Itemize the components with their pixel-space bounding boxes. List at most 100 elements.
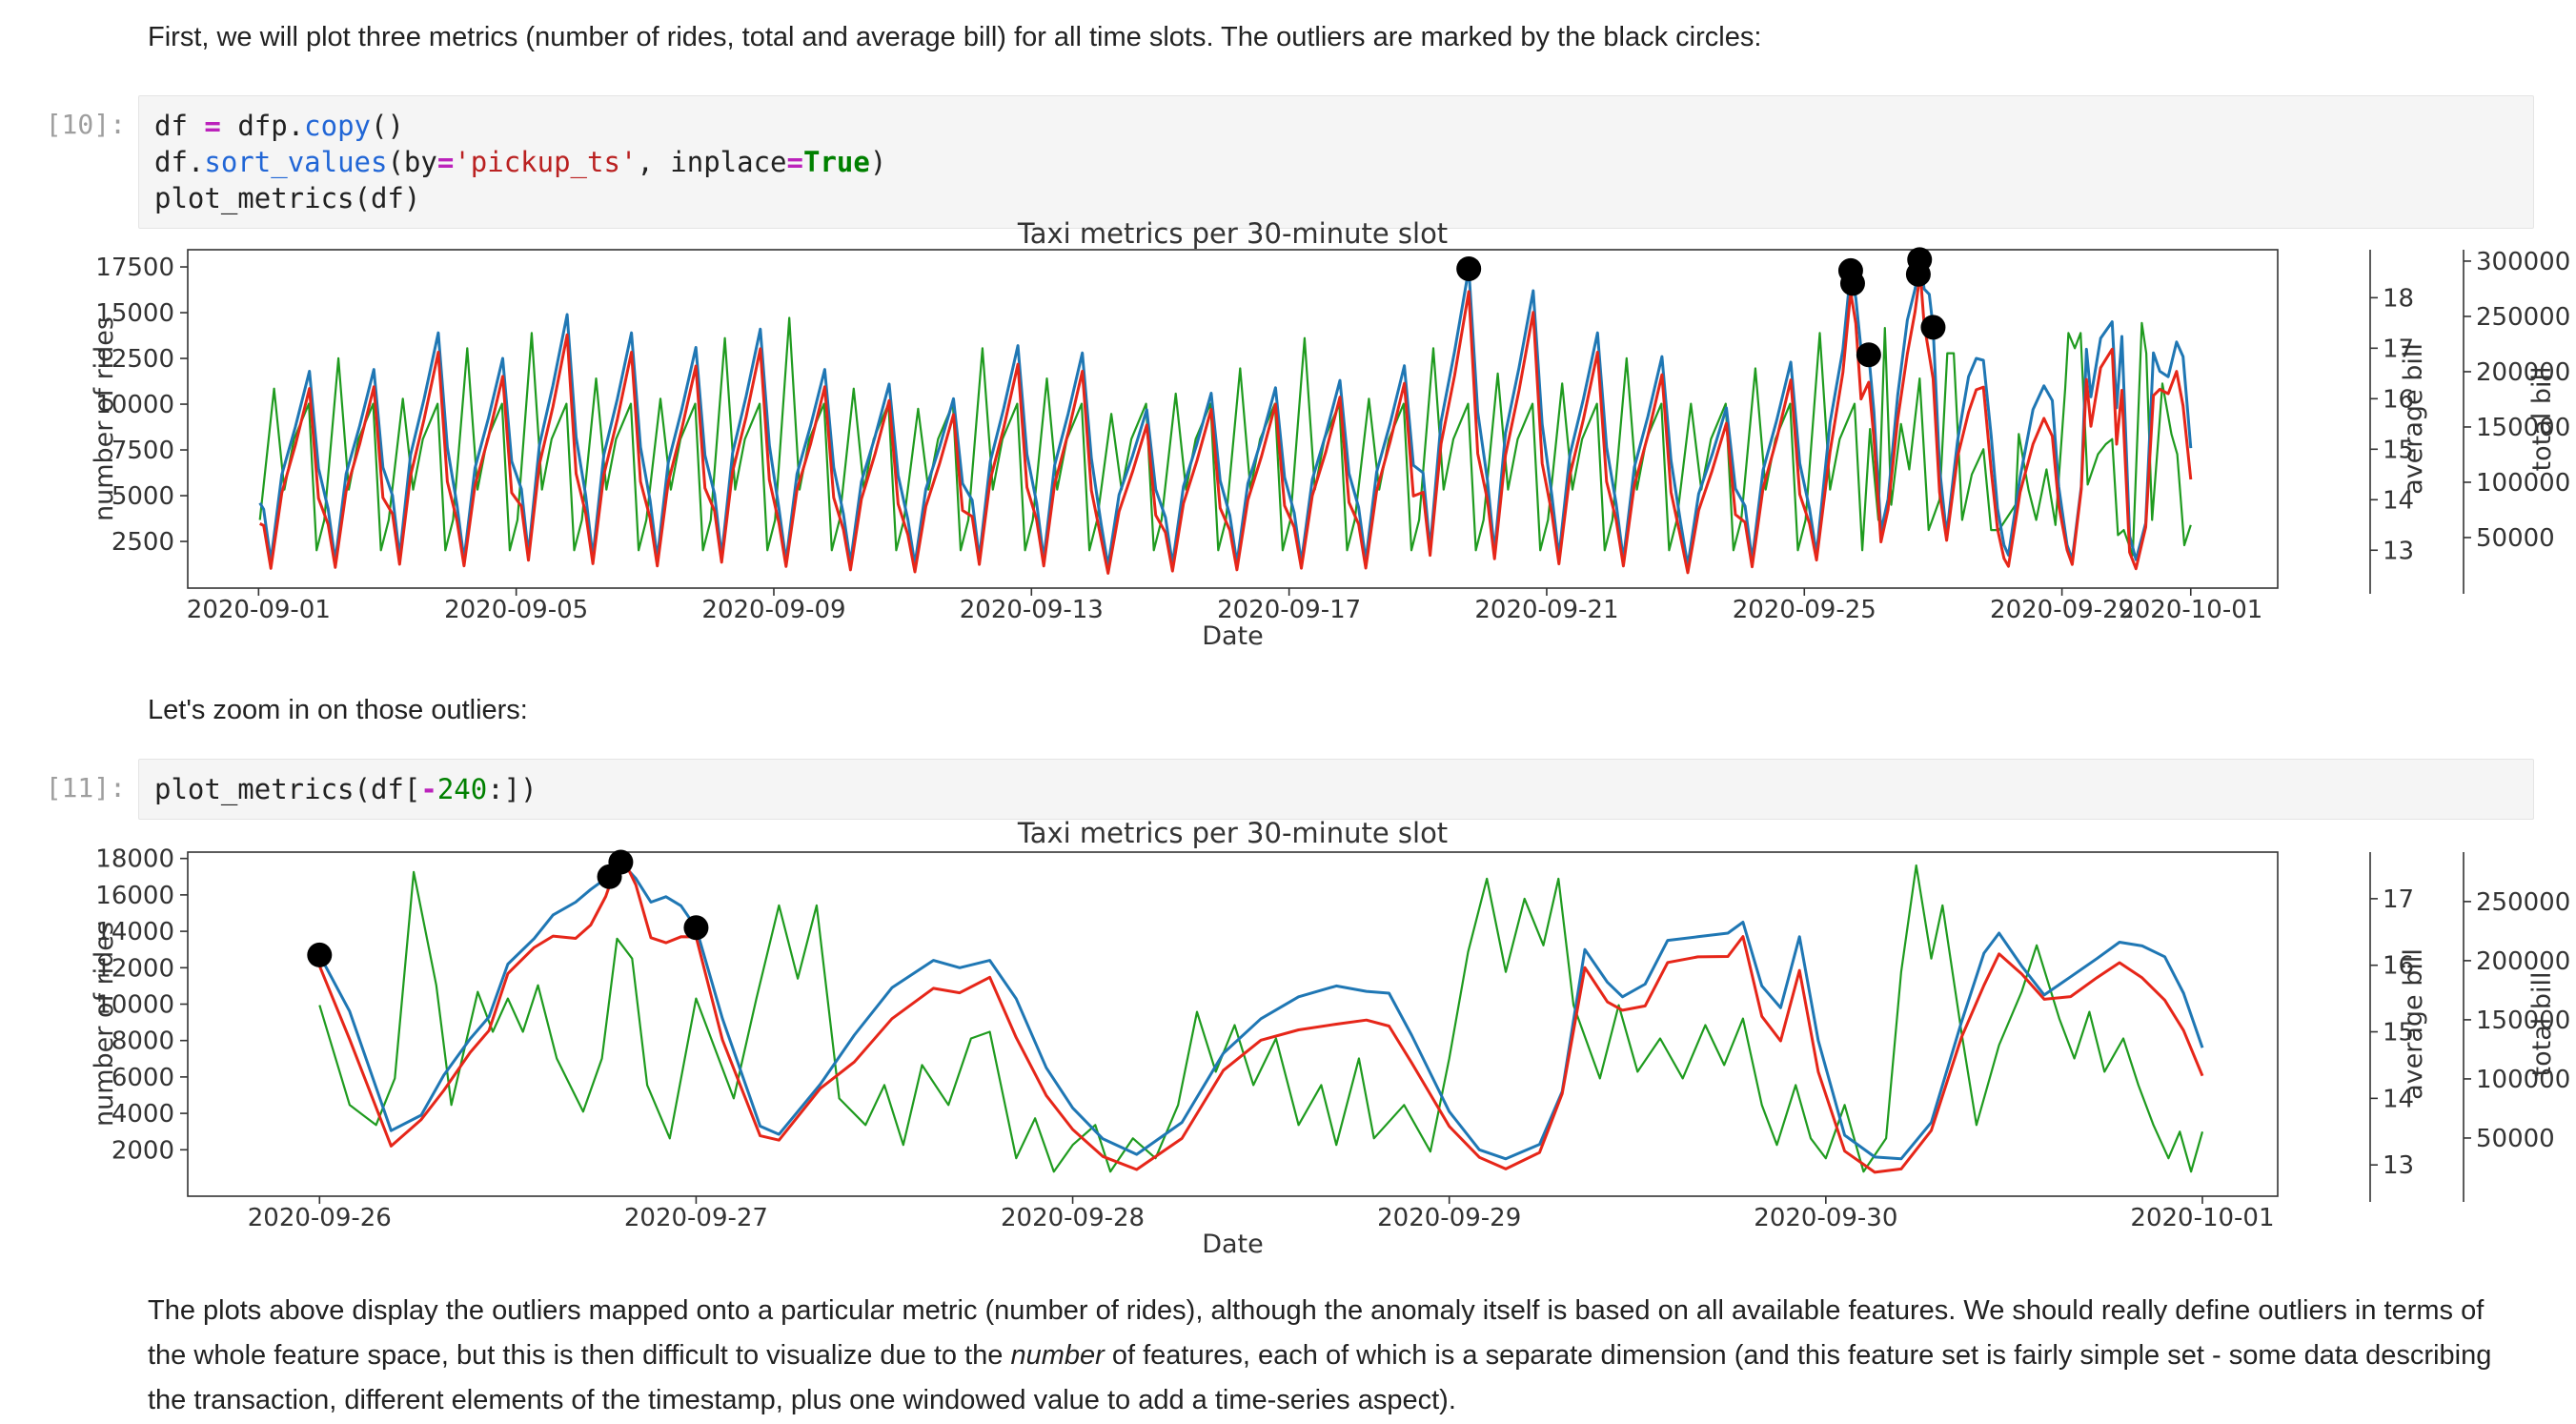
avg-tick-label: 16 — [2383, 385, 2414, 414]
code-token: copy — [304, 110, 372, 142]
code-token: dfp. — [220, 110, 305, 142]
total-tick-label: 50000 — [2476, 524, 2555, 553]
code-cell-11-source[interactable]: plot_metrics(df[-240:]) — [154, 771, 2533, 807]
code-token: plot_metrics(df) — [154, 182, 421, 214]
rides-tick-label: 18000 — [95, 845, 174, 874]
rides-tick-label: 12500 — [95, 345, 174, 374]
taxi-metrics-zoomed-chart: Taxi metrics per 30-minute slot 2020-09-2… — [90, 818, 2570, 1259]
code-line: plot_metrics(df[-240:]) — [154, 771, 2533, 807]
rides-axis-label: number of rides — [90, 922, 119, 1127]
outlier-marker — [1920, 315, 1946, 340]
x-tick-label: 2020-09-05 — [444, 596, 588, 624]
outlier-marker — [683, 915, 709, 941]
plot-frame — [187, 249, 2279, 589]
total-tick-label: 250000 — [2476, 888, 2570, 917]
code-token: df — [154, 110, 205, 142]
x-tick-label: 2020-09-25 — [1733, 596, 1876, 624]
rides-tick-label: 2500 — [112, 528, 174, 557]
code-cell-10[interactable]: df = dfp.copy() df.sort_values(by='pickup… — [138, 95, 2534, 229]
x-tick-label: 2020-09-29 — [1990, 596, 2134, 624]
markdown-cell-zoom: Let's zoom in on those outliers: — [148, 695, 528, 725]
code-token: = — [204, 110, 221, 142]
rides-tick-label: 2000 — [112, 1136, 174, 1165]
code-token: 240 — [436, 773, 488, 805]
avg-tick-label: 13 — [2383, 537, 2414, 565]
rides-tick-label: 14000 — [95, 918, 174, 946]
closing-text-italic: number — [1010, 1340, 1105, 1371]
avg-tick-label: 15 — [2383, 1019, 2414, 1048]
total-tick-label: 200000 — [2476, 358, 2570, 387]
x-axis-label: Date — [1202, 621, 1264, 651]
rides-tick-label: 10000 — [95, 990, 174, 1019]
rides-tick-label: 5000 — [112, 482, 174, 511]
rides-line — [258, 257, 2193, 568]
avg-bill-axis-label: average bill — [2399, 948, 2428, 1100]
rides-tick-label: 6000 — [112, 1064, 174, 1092]
avg-bill-axis-label: average bill — [2399, 343, 2428, 495]
avg-tick-label: 13 — [2383, 1151, 2414, 1180]
rides-tick-label: 15000 — [95, 299, 174, 328]
total-bill-axis-label: total bill — [2527, 367, 2557, 472]
total-bill-line — [317, 852, 2204, 1174]
closing-text-part1: The plots above display the outliers map… — [148, 1295, 2485, 1371]
x-tick-label: 2020-09-21 — [1474, 596, 1618, 624]
code-token: sort_values — [204, 146, 388, 178]
code-cell-11[interactable]: plot_metrics(df[-240:]) — [138, 759, 2534, 820]
x-tick-label: 2020-10-01 — [2130, 1204, 2274, 1232]
code-token: () — [371, 110, 404, 142]
outlier-marker — [1856, 342, 1881, 368]
closing-text-part2: of features, each of which is a separate… — [148, 1340, 2492, 1415]
chart-title: Taxi metrics per 30-minute slot — [1017, 818, 1448, 849]
rides-tick-label: 10000 — [95, 391, 174, 419]
code-token: = — [436, 146, 455, 178]
total-tick-label: 100000 — [2476, 469, 2570, 498]
plot-frame — [187, 851, 2279, 1197]
rides-tick-label: 12000 — [95, 954, 174, 983]
x-tick-label: 2020-10-01 — [2119, 596, 2262, 624]
code-token: plot_metrics(df[ — [154, 773, 421, 805]
rides-axis-label: number of rides — [90, 316, 119, 521]
code-token: - — [420, 773, 437, 805]
avg-tick-label: 17 — [2383, 885, 2414, 914]
outlier-marker — [1456, 255, 1482, 281]
x-tick-label: 2020-09-28 — [1001, 1204, 1145, 1232]
x-tick-label: 2020-09-26 — [248, 1204, 392, 1232]
code-line: df = dfp.copy() — [154, 108, 2533, 144]
avg-tick-label: 14 — [2383, 1085, 2414, 1113]
avg-bill-line — [318, 864, 2204, 1173]
avg-tick-label: 16 — [2383, 952, 2414, 981]
total-tick-label: 200000 — [2476, 947, 2570, 976]
code-token: = — [786, 146, 803, 178]
code-line: plot_metrics(df) — [154, 180, 2533, 216]
total-tick-label: 300000 — [2476, 248, 2570, 276]
rides-tick-label: 16000 — [95, 882, 174, 910]
code-line: df.sort_values(by='pickup_ts', inplace=T… — [154, 144, 2533, 180]
code-token: True — [802, 146, 870, 178]
rides-tick-label: 4000 — [112, 1100, 174, 1129]
total-tick-label: 150000 — [2476, 1007, 2570, 1035]
rides-tick-label: 8000 — [112, 1027, 174, 1056]
avg-tick-label: 17 — [2383, 335, 2414, 363]
taxi-metrics-overview-chart: Taxi metrics per 30-minute slot 2020-09-0… — [90, 219, 2570, 651]
rides-tick-label: 7500 — [112, 437, 174, 465]
chart-title: Taxi metrics per 30-minute slot — [1017, 219, 1448, 250]
x-tick-label: 2020-09-27 — [624, 1204, 768, 1232]
outlier-marker — [608, 849, 634, 875]
total-tick-label: 250000 — [2476, 303, 2570, 332]
total-tick-label: 150000 — [2476, 414, 2570, 442]
avg-tick-label: 15 — [2383, 436, 2414, 464]
x-tick-label: 2020-09-13 — [960, 596, 1104, 624]
total-bill-axis-label: total bill — [2527, 972, 2557, 1077]
x-tick-label: 2020-09-30 — [1754, 1204, 1897, 1232]
code-token: ) — [869, 146, 887, 178]
avg-tick-label: 14 — [2383, 486, 2414, 515]
code-token: df. — [154, 146, 205, 178]
cell-10-prompt: [10]: — [45, 109, 126, 140]
code-token: 'pickup_ts' — [454, 146, 638, 178]
markdown-cell-intro: First, we will plot three metrics (numbe… — [148, 22, 1762, 52]
code-token: , inplace — [637, 146, 787, 178]
x-tick-label: 2020-09-17 — [1217, 596, 1361, 624]
total-tick-label: 100000 — [2476, 1066, 2570, 1094]
code-cell-10-source[interactable]: df = dfp.copy() df.sort_values(by='pickup… — [154, 108, 2533, 216]
cell-11-prompt: [11]: — [45, 772, 126, 804]
